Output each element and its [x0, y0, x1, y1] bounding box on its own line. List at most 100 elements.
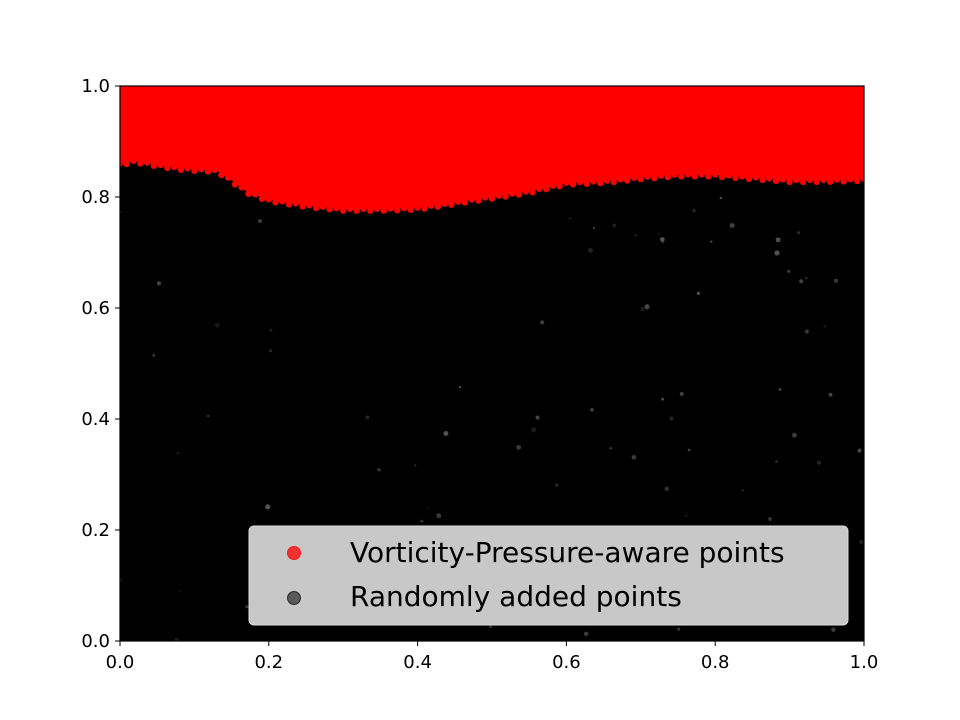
speckle-point [583, 631, 589, 637]
boundary-point [597, 179, 604, 187]
speckle-point [692, 208, 696, 213]
boundary-point [225, 174, 232, 181]
boundary-point [779, 176, 787, 183]
boundary-point [245, 190, 252, 197]
boundary-point [299, 203, 306, 210]
boundary-point [414, 204, 421, 211]
y-tick-label: 0.0 [81, 631, 110, 652]
boundary-point [813, 178, 820, 186]
speckle-point [535, 415, 539, 419]
boundary-point [630, 174, 638, 181]
boundary-point [184, 165, 191, 172]
speckle-point [568, 216, 572, 220]
boundary-point [536, 185, 543, 192]
boundary-point [353, 207, 360, 214]
boundary-point [238, 184, 245, 191]
boundary-point [394, 207, 401, 214]
speckle-point [365, 415, 370, 420]
y-tick-label: 1.0 [81, 76, 110, 97]
speckle-point [805, 276, 808, 280]
boundary-point [617, 175, 624, 183]
y-tick-label: 0.4 [81, 409, 110, 430]
speckle-point [710, 240, 713, 243]
y-tick-label: 0.6 [81, 298, 110, 319]
speckle-point [120, 577, 123, 582]
boundary-point [745, 175, 753, 183]
speckle-point [857, 448, 862, 453]
boundary-point [252, 191, 259, 198]
speckle-point [377, 467, 381, 472]
boundary-point [772, 177, 780, 185]
boundary-point [563, 179, 570, 186]
x-tick-label: 1.0 [850, 652, 879, 673]
boundary-point [333, 204, 340, 212]
boundary-point [427, 202, 435, 209]
boundary-point [549, 182, 557, 189]
boundary-point [847, 175, 854, 183]
speckle-point [859, 539, 864, 544]
legend-label-randomly-added: Randomly added points [350, 580, 682, 613]
speckle-point [828, 392, 833, 397]
boundary-point [421, 205, 428, 212]
speckle-point [631, 455, 637, 460]
boundary-point [705, 173, 712, 180]
speckle-point [174, 638, 179, 641]
speckle-point [775, 237, 781, 243]
speckle-point [178, 589, 181, 593]
speckle-point [640, 307, 645, 312]
legend-marker-randomly-added [287, 591, 301, 605]
speckle-point [644, 304, 650, 310]
speckle-point [489, 625, 492, 629]
boundary-point [610, 178, 617, 186]
speckle-point [265, 504, 271, 510]
boundary-point [854, 177, 861, 185]
boundary-point [150, 162, 158, 169]
speckle-point [729, 223, 735, 228]
speckle-point [687, 448, 691, 452]
boundary-point [170, 163, 178, 171]
boundary-point [367, 207, 374, 214]
boundary-point [556, 182, 563, 190]
boundary-point [137, 160, 144, 167]
speckle-point [156, 281, 162, 286]
boundary-point [826, 178, 834, 185]
boundary-point [340, 207, 347, 214]
boundary-point [265, 196, 272, 203]
x-tick-label: 0.6 [552, 652, 581, 673]
speckle-point [531, 427, 537, 433]
boundary-point [712, 171, 719, 178]
boundary-point [468, 196, 475, 203]
speckle-point [214, 322, 220, 328]
boundary-point [799, 178, 807, 186]
speckle-point [660, 237, 665, 242]
speckle-point [677, 627, 681, 631]
boundary-point [569, 181, 577, 188]
boundary-point [123, 160, 130, 168]
boundary-point [461, 199, 469, 206]
boundary-point [786, 178, 793, 186]
boundary-point [671, 171, 678, 178]
speckle-point [245, 605, 249, 609]
boundary-point [373, 205, 381, 212]
speckle-point [612, 223, 617, 228]
boundary-point [211, 166, 218, 173]
boundary-point [400, 204, 408, 212]
speckle-point [152, 354, 156, 357]
boundary-point [272, 199, 279, 206]
speckle-point [176, 451, 180, 455]
speckle-point [778, 387, 782, 391]
x-tick-label: 0.2 [254, 652, 283, 673]
boundary-point [515, 191, 523, 198]
boundary-point [120, 160, 124, 167]
boundary-point [806, 176, 814, 184]
speckle-point [535, 415, 540, 421]
speckle-point [669, 416, 674, 421]
speckle-point [741, 489, 745, 492]
boundary-point [793, 176, 800, 184]
boundary-point [258, 195, 266, 202]
x-tick-label: 0.8 [701, 652, 730, 673]
speckle-point [207, 414, 210, 417]
boundary-point [583, 180, 590, 187]
boundary-point [285, 201, 293, 208]
speckle-point [443, 430, 449, 437]
